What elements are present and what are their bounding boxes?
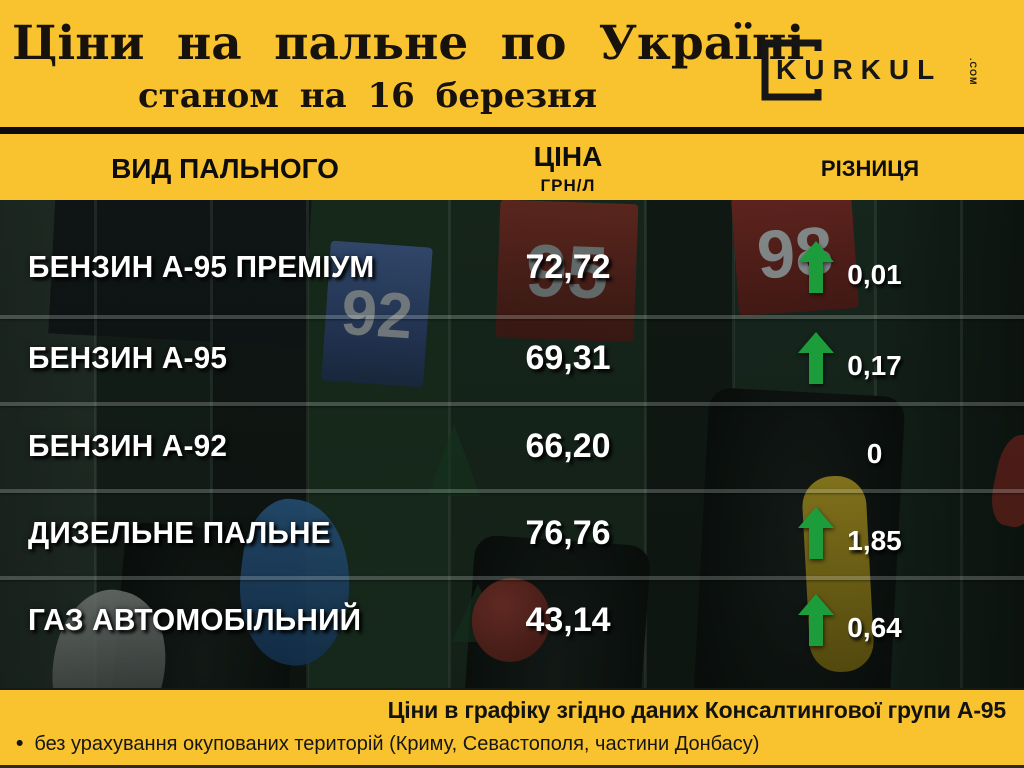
table-header-row: ВИД ПАЛЬНОГО ЦІНА ГРН/Л РІЗНИЦЯ: [0, 134, 1024, 200]
table-row: БЕНЗИН А-95 69,31 0,17: [0, 315, 1024, 401]
bullet-icon: •: [16, 732, 24, 755]
fuel-price: 66,20: [525, 426, 611, 465]
fuel-name: БЕНЗИН А-95: [28, 340, 228, 375]
column-header-diff: РІЗНИЦЯ: [820, 156, 920, 181]
column-header-price: ЦІНА ГРН/Л: [460, 134, 676, 200]
row-divider: [0, 489, 1024, 493]
kurkul-logo: KURKUL .COM: [752, 34, 992, 108]
fuel-diff-value: 0,17: [847, 350, 902, 381]
footer: Ціни в графіку згідно даних Консалтингов…: [0, 688, 1024, 768]
fuel-diff-cell: 0,01: [765, 224, 935, 310]
logo-wordmark: KURKUL: [776, 54, 943, 85]
fuel-diff-cell: 1,85: [765, 490, 935, 576]
up-arrow-icon: [798, 594, 835, 646]
territory-disclaimer: • без урахування окупованих територій (Кр…: [16, 732, 759, 756]
row-divider: [0, 315, 1024, 319]
data-source-note: Ціни в графіку згідно даних Консалтингов…: [387, 697, 1007, 723]
up-arrow-icon: [798, 507, 835, 559]
table-row: БЕНЗИН А-95 ПРЕМІУМ 72,72 0,01: [0, 224, 1024, 310]
fuel-name: ГАЗ АВТОМОБІЛЬНИЙ: [28, 602, 362, 637]
fuel-name: ДИЗЕЛЬНЕ ПАЛЬНЕ: [28, 515, 331, 550]
fuel-diff-cell: 0,17: [765, 315, 935, 401]
fuel-diff-value: 0: [866, 438, 883, 469]
fuel-name: БЕНЗИН А-92: [28, 428, 228, 463]
page-title: Ціни на пальне по Україні: [12, 16, 805, 71]
page-subtitle: станом на 16 березня: [138, 76, 598, 116]
fuel-price: 43,14: [525, 600, 611, 639]
up-arrow-icon: [798, 332, 835, 384]
logo-frame-icon: [761, 39, 822, 101]
column-header-price-unit: ГРН/Л: [540, 176, 596, 195]
fuel-price: 72,72: [525, 247, 611, 286]
table-row: ГАЗ АВТОМОБІЛЬНИЙ 43,14 0,64: [0, 577, 1024, 663]
territory-disclaimer-text: без урахування окупованих територій (Кри…: [34, 733, 760, 755]
row-divider: [0, 576, 1024, 580]
fuel-price: 76,76: [525, 513, 611, 552]
fuel-diff-cell: 0: [765, 403, 935, 489]
column-header-fuel: ВИД ПАЛЬНОГО: [111, 153, 339, 184]
header: Ціни на пальне по Україні станом на 16 б…: [0, 0, 1024, 127]
fuel-diff-value: 1,85: [847, 525, 902, 556]
fuel-diff-cell: 0,64: [765, 577, 935, 663]
pump-photo-background: 92 95 98 БЕНЗИН А-95 ПРЕМІУМ 72,72 0,01 …: [0, 200, 1024, 688]
header-divider: [0, 127, 1024, 134]
logo-tld: .COM: [968, 58, 978, 86]
fuel-price: 69,31: [525, 338, 611, 377]
fuel-diff-value: 0,64: [847, 612, 902, 643]
fuel-diff-value: 0,01: [847, 259, 902, 290]
column-header-price-label: ЦІНА: [533, 141, 603, 172]
row-divider: [0, 402, 1024, 406]
up-arrow-icon: [798, 241, 835, 293]
fuel-name: БЕНЗИН А-95 ПРЕМІУМ: [28, 249, 375, 284]
table-row: ДИЗЕЛЬНЕ ПАЛЬНЕ 76,76 1,85: [0, 490, 1024, 576]
bottom-edge-strip: [0, 765, 1024, 768]
table-row: БЕНЗИН А-92 66,20 0: [0, 403, 1024, 489]
photo-dark-overlay: [0, 200, 1024, 688]
